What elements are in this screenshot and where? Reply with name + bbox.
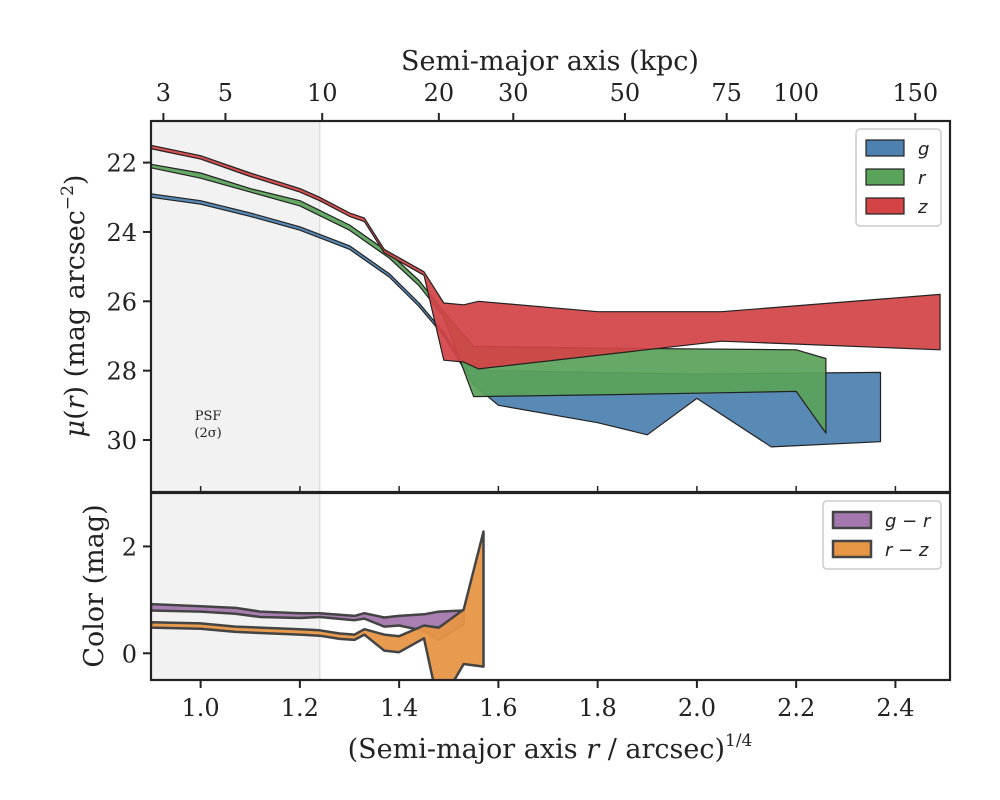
y-tick-label: 28 (106, 358, 137, 386)
top-x-tick-label: 150 (892, 79, 938, 107)
top-x-tick-label: 20 (424, 79, 455, 107)
legend-swatch-g (865, 139, 905, 157)
bottom-y-axis-title: Color (mag) (79, 504, 110, 667)
legend-label-r: r (918, 168, 927, 189)
top-x-tick-label: 10 (307, 79, 338, 107)
surface-brightness-bands (151, 144, 941, 448)
y-tick-label: 24 (106, 219, 137, 247)
bottom-x-axis-title: (Semi-major axis r / arcsec)1/4 (348, 731, 753, 765)
band-r (151, 163, 827, 434)
top-x-tick-label: 5 (218, 79, 233, 107)
band-r-z (151, 530, 485, 680)
x-tick-label: 1.4 (380, 694, 418, 722)
legend-surface-brightness: grz (855, 128, 942, 227)
top-x-tick-label: 75 (711, 79, 742, 107)
band-z (151, 144, 941, 370)
axis-ticks: 22 24 26 28 30 3 5 10 20 30 50 75 100 150 0 2 1.0 1.2 1.4 1… (106, 79, 938, 722)
color-y-tick-label: 2 (122, 533, 137, 561)
psf-label: PSF (195, 409, 222, 424)
legend-swatch-g-r (831, 510, 873, 530)
legend-label-g-r: g − r (885, 511, 932, 532)
y-tick-label: 22 (106, 150, 137, 178)
top-x-tick-label: 3 (156, 79, 171, 107)
top-x-axis-title: Semi-major axis (kpc) (401, 46, 699, 77)
bottom-axes-frame (149, 491, 952, 682)
legend-label-z: z (917, 197, 928, 218)
x-tick-label: 1.0 (182, 694, 220, 722)
legend-swatch-r-z (831, 539, 873, 559)
x-tick-label: 1.6 (479, 694, 517, 722)
x-tick-label: 2.4 (876, 694, 914, 722)
x-tick-label: 2.0 (678, 694, 716, 722)
legend-swatch-r (865, 168, 905, 186)
x-tick-label: 1.8 (579, 694, 617, 722)
psf-region-top (151, 121, 320, 492)
psf-shaded-region (151, 121, 321, 680)
top-x-tick-label: 50 (610, 79, 641, 107)
legend-label-r-z: r − z (885, 540, 929, 561)
color-y-tick-label: 0 (122, 640, 137, 668)
legend-color: g − r r − z (822, 500, 942, 570)
psf-region-bottom (151, 493, 320, 680)
legend-label-g: g (918, 139, 929, 160)
top-y-axis-title: μ(r) (mag arcsec−2) (58, 175, 91, 438)
x-tick-label: 2.2 (777, 694, 815, 722)
psf-sigma-label: (2σ) (194, 426, 221, 441)
top-x-tick-label: 30 (498, 79, 529, 107)
y-tick-label: 26 (106, 288, 137, 316)
top-x-tick-label: 100 (773, 79, 819, 107)
x-tick-label: 1.2 (281, 694, 319, 722)
y-tick-label: 30 (106, 427, 137, 455)
legend-swatch-z (865, 197, 905, 215)
color-bands (151, 530, 485, 680)
